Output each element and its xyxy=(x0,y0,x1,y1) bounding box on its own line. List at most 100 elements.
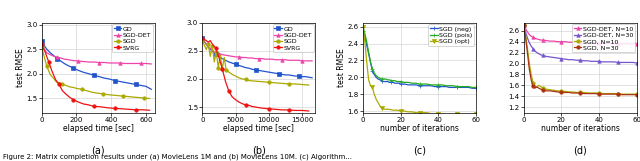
SGD (neg) xyxy=(431,86,438,88)
SGD (opt) xyxy=(378,108,386,109)
GD xyxy=(74,69,82,71)
SGD xyxy=(78,88,86,90)
SGD xyxy=(50,78,58,80)
SGD (opt) xyxy=(457,113,465,115)
SGD xyxy=(43,65,51,67)
SGD (neg) xyxy=(435,86,442,88)
SGD (pois) xyxy=(416,83,424,85)
SGD (opt) xyxy=(423,112,431,114)
SGD-DET xyxy=(218,54,226,56)
SGD-DET xyxy=(147,63,155,65)
SGD-DET, N=10 xyxy=(543,40,550,42)
SGD-DET, N=10 xyxy=(565,41,573,43)
SVRG xyxy=(209,43,216,45)
SGD, N=30 xyxy=(633,94,640,96)
SGD (pois) xyxy=(393,80,401,82)
SGD-DET xyxy=(127,62,134,64)
SGD xyxy=(298,84,306,85)
SGD, N=10 xyxy=(525,63,533,65)
SVRG xyxy=(215,57,223,58)
Text: Figure 2: Matrix completion results under (a) MovieLens 1M and (b) MovieLens 10M: Figure 2: Matrix completion results unde… xyxy=(3,154,352,160)
SGD, N=10 xyxy=(599,93,607,95)
GD xyxy=(271,72,279,74)
SVRG xyxy=(74,101,82,103)
SGD (neg) xyxy=(404,84,412,86)
SGD-DET, N=10 xyxy=(531,37,539,39)
GD xyxy=(60,62,68,64)
SGD-DET xyxy=(305,60,312,62)
SGD xyxy=(204,43,212,45)
SVRG xyxy=(218,68,226,70)
SGD (neg) xyxy=(391,82,399,84)
SGD, N=10 xyxy=(546,89,554,91)
GD xyxy=(147,88,155,90)
GD xyxy=(245,67,253,69)
SGD-DET, N=10 xyxy=(591,42,599,44)
SVRG xyxy=(248,106,256,108)
SGD (pois) xyxy=(389,80,397,82)
SGD xyxy=(278,82,286,84)
SGD, N=10 xyxy=(618,93,625,95)
SGD-DET xyxy=(79,61,87,62)
SGD-DET xyxy=(282,59,289,61)
SGD (pois) xyxy=(371,72,378,74)
SGD (opt) xyxy=(435,113,442,114)
SGD-DET xyxy=(50,55,58,57)
SGD, N=10 xyxy=(629,93,637,95)
SGD-DET, N=30 xyxy=(588,60,595,62)
SGD-DET, N=30 xyxy=(611,61,618,63)
GD xyxy=(292,75,300,77)
SGD-DET xyxy=(57,57,65,59)
SGD (pois) xyxy=(446,85,454,87)
SGD xyxy=(115,95,122,97)
SVRG xyxy=(271,108,279,110)
SGD xyxy=(209,45,216,47)
SVRG xyxy=(45,61,52,62)
SGD-DET xyxy=(60,58,68,60)
GD xyxy=(205,47,212,49)
SGD xyxy=(235,77,243,79)
SGD (opt) xyxy=(376,105,384,107)
SGD (pois) xyxy=(378,78,386,80)
SVRG xyxy=(242,104,250,106)
Line: SGD-DET: SGD-DET xyxy=(200,37,314,63)
Line: SGD (neg): SGD (neg) xyxy=(360,28,479,91)
SVRG xyxy=(146,109,154,111)
SGD, N=10 xyxy=(565,91,573,93)
SGD (pois) xyxy=(404,81,412,83)
SGD, N=10 xyxy=(524,47,531,49)
GD xyxy=(215,55,223,57)
SVRG xyxy=(238,103,246,105)
SGD xyxy=(242,78,250,80)
SGD xyxy=(252,80,259,82)
SVRG xyxy=(111,107,118,109)
SGD xyxy=(83,90,91,92)
SVRG xyxy=(118,108,125,110)
X-axis label: elapsed time [sec]: elapsed time [sec] xyxy=(63,124,134,133)
SGD xyxy=(214,67,222,69)
SGD-DET xyxy=(209,49,216,51)
SGD (neg) xyxy=(419,85,427,87)
SGD (opt) xyxy=(381,108,389,110)
SVRG xyxy=(62,93,70,95)
SGD xyxy=(66,86,74,88)
SGD xyxy=(72,87,80,89)
SGD (neg) xyxy=(387,81,395,83)
SGD-DET xyxy=(232,56,239,58)
SGD xyxy=(109,94,117,96)
SVRG xyxy=(292,109,300,111)
Line: GD: GD xyxy=(200,37,314,80)
SGD (pois) xyxy=(387,80,395,82)
SGD (pois) xyxy=(367,61,374,63)
SGD (neg) xyxy=(367,61,374,63)
SGD-DET xyxy=(116,62,124,64)
SGD xyxy=(223,70,230,71)
SGD-DET, N=10 xyxy=(524,31,531,33)
SGD (neg) xyxy=(461,86,468,88)
SGD-DET xyxy=(106,62,113,64)
SGD (neg) xyxy=(359,30,367,32)
Line: SGD: SGD xyxy=(200,39,310,87)
SGD, N=10 xyxy=(633,93,640,95)
GD xyxy=(57,60,65,62)
SGD xyxy=(292,83,300,85)
